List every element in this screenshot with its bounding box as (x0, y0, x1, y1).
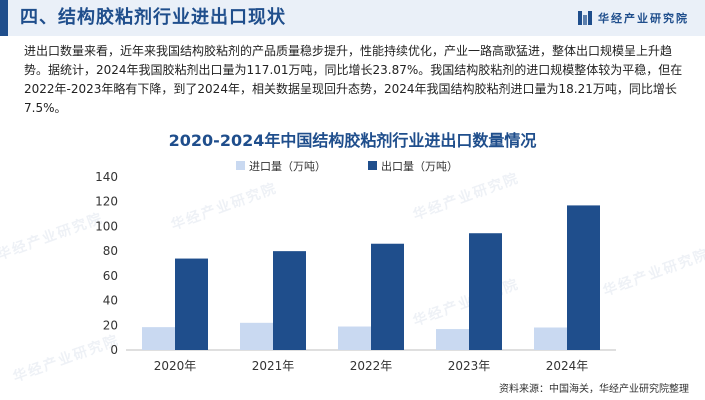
y-tick-label: 20 (103, 318, 118, 332)
header-accent-bar (0, 0, 8, 36)
x-tick-label: 2023年 (448, 359, 491, 373)
bar-export (273, 251, 306, 350)
y-tick-label: 140 (95, 170, 118, 184)
bar-export (175, 258, 208, 350)
x-tick-label: 2020年 (154, 359, 197, 373)
bar-import (534, 327, 567, 350)
legend-label: 出口量（万吨） (381, 159, 458, 173)
bar-export (567, 205, 600, 350)
bar-import (142, 327, 175, 350)
y-tick-label: 60 (103, 269, 118, 283)
legend-swatch (236, 161, 245, 170)
y-tick-label: 40 (103, 294, 118, 308)
y-tick-label: 0 (110, 343, 118, 357)
y-tick-label: 80 (103, 244, 118, 258)
bar-export (469, 233, 502, 350)
legend-label: 进口量（万吨） (249, 160, 326, 173)
section-title: 四、结构胶粘剂行业进出口现状 (20, 7, 286, 28)
chart-title: 2020-2024年中国结构胶粘剂行业进出口数量情况 (168, 131, 537, 150)
y-tick-label: 120 (95, 195, 118, 209)
source-note: 资料来源：中国海关，华经产业研究院整理 (499, 384, 689, 395)
y-tick-label: 100 (95, 219, 118, 233)
x-tick-label: 2024年 (546, 359, 589, 373)
x-tick-label: 2021年 (252, 359, 295, 373)
brand: 华经产业研究院 (578, 9, 689, 27)
description-paragraph: 进出口数量来看，近年来我国结构胶粘剂的产品质量稳步提升，性能持续优化，产业一路高… (24, 44, 683, 115)
bar-import (338, 326, 371, 350)
legend-swatch (368, 161, 377, 170)
brand-name: 华经产业研究院 (598, 12, 689, 25)
x-tick-label: 2022年 (350, 359, 393, 373)
section-header: 四、结构胶粘剂行业进出口现状 华经产业研究院 (0, 0, 705, 36)
brand-logo-icon (578, 11, 592, 25)
bar-import (240, 322, 273, 350)
bar-import (436, 329, 469, 350)
bar-export (371, 243, 404, 350)
